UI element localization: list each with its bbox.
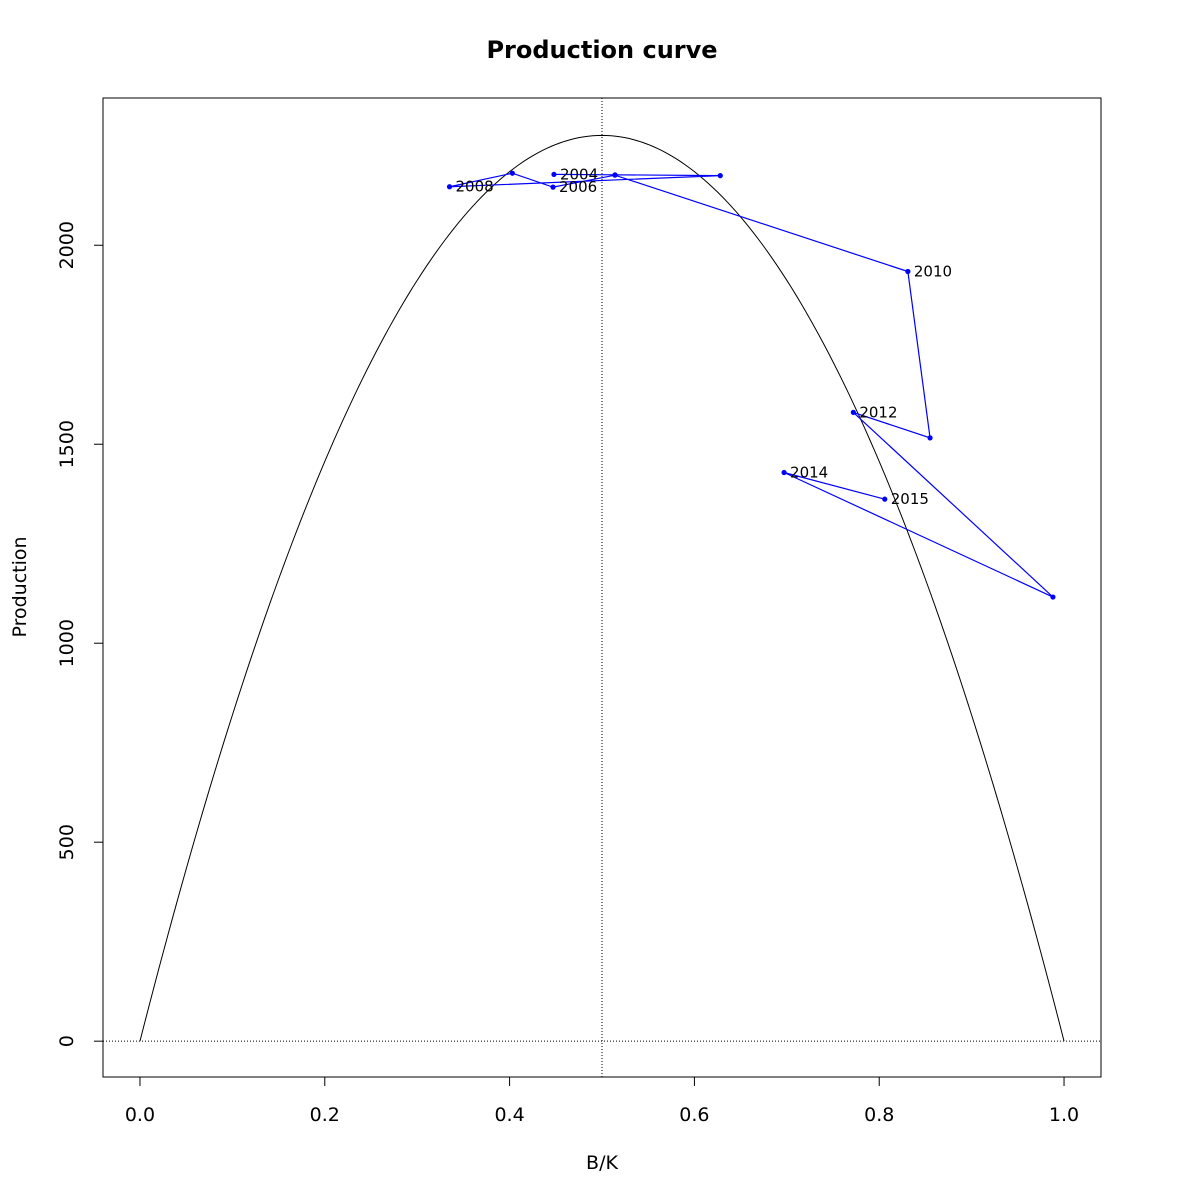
series-point: [850, 409, 856, 415]
y-tick-label: 500: [56, 824, 78, 860]
x-tick-label: 0.8: [864, 1104, 894, 1126]
series-point: [612, 172, 618, 178]
series-point: [717, 173, 723, 179]
series-layer: 2004 2008 2006 2010 2012 2014 2015: [446, 165, 1056, 600]
x-tick-label: 0.0: [125, 1104, 155, 1126]
production-curve: [139, 134, 1065, 1042]
series-point: [550, 184, 556, 190]
point-label: 2008: [456, 178, 494, 196]
point-label: 2012: [859, 403, 897, 421]
series-point: [882, 496, 888, 502]
point-label: 2015: [891, 490, 929, 508]
y-tick-label: 1000: [56, 619, 78, 667]
series-point: [905, 268, 911, 275]
y-tick-label: 0: [56, 1035, 78, 1047]
y-axis-label: Production: [9, 536, 31, 637]
x-tick-label: 0.6: [679, 1104, 709, 1126]
reference-lines: [103, 98, 1101, 1077]
series-point: [446, 184, 453, 190]
series-point: [551, 171, 557, 178]
x-tick-label: 0.4: [494, 1104, 524, 1126]
x-axis-label: B/K: [586, 1152, 618, 1174]
x-tick-label: 0.2: [310, 1104, 340, 1126]
production-curve-layer: [139, 134, 1065, 1042]
y-tick-label: 2000: [56, 221, 78, 269]
series-point: [1050, 594, 1056, 600]
point-label: 2014: [790, 463, 828, 481]
series-point: [927, 435, 933, 441]
x-tick-label: 1.0: [1049, 1104, 1079, 1126]
point-label: 2006: [559, 178, 597, 196]
point-label: 2010: [914, 263, 952, 281]
x-axis: 0.0 0.2 0.4 0.6 0.8 1.0: [125, 1076, 1079, 1126]
series-point: [509, 170, 515, 176]
series-point: [781, 469, 787, 476]
chart-title: Production curve: [486, 36, 717, 64]
y-axis: 0 500 1000 1500 2000: [56, 221, 104, 1047]
series-line: [449, 172, 1054, 598]
point-label: 2004: [560, 165, 598, 183]
y-tick-label: 1500: [56, 420, 78, 468]
